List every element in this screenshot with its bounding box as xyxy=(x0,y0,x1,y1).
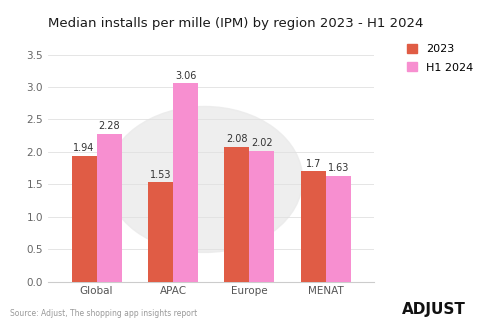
Circle shape xyxy=(107,107,302,252)
Text: 1.7: 1.7 xyxy=(306,159,321,169)
Bar xyxy=(96,134,121,282)
Text: 2.08: 2.08 xyxy=(226,134,248,144)
Text: 2.28: 2.28 xyxy=(98,121,120,131)
Bar xyxy=(224,147,250,282)
Bar xyxy=(301,171,326,282)
Text: 2.02: 2.02 xyxy=(251,138,273,148)
Text: ADJUST: ADJUST xyxy=(402,302,466,317)
Text: 1.94: 1.94 xyxy=(73,143,95,153)
Bar xyxy=(250,151,275,282)
Text: Source: Adjust, The shopping app insights report: Source: Adjust, The shopping app insight… xyxy=(10,309,197,318)
Text: 1.63: 1.63 xyxy=(328,163,349,173)
Legend: 2023, H1 2024: 2023, H1 2024 xyxy=(407,44,473,73)
Bar xyxy=(72,156,96,282)
Bar xyxy=(148,182,173,282)
Text: 3.06: 3.06 xyxy=(175,70,196,81)
Text: Median installs per mille (IPM) by region 2023 - H1 2024: Median installs per mille (IPM) by regio… xyxy=(48,17,423,30)
Bar xyxy=(326,176,351,282)
Bar xyxy=(173,83,198,282)
Text: 1.53: 1.53 xyxy=(150,170,171,180)
